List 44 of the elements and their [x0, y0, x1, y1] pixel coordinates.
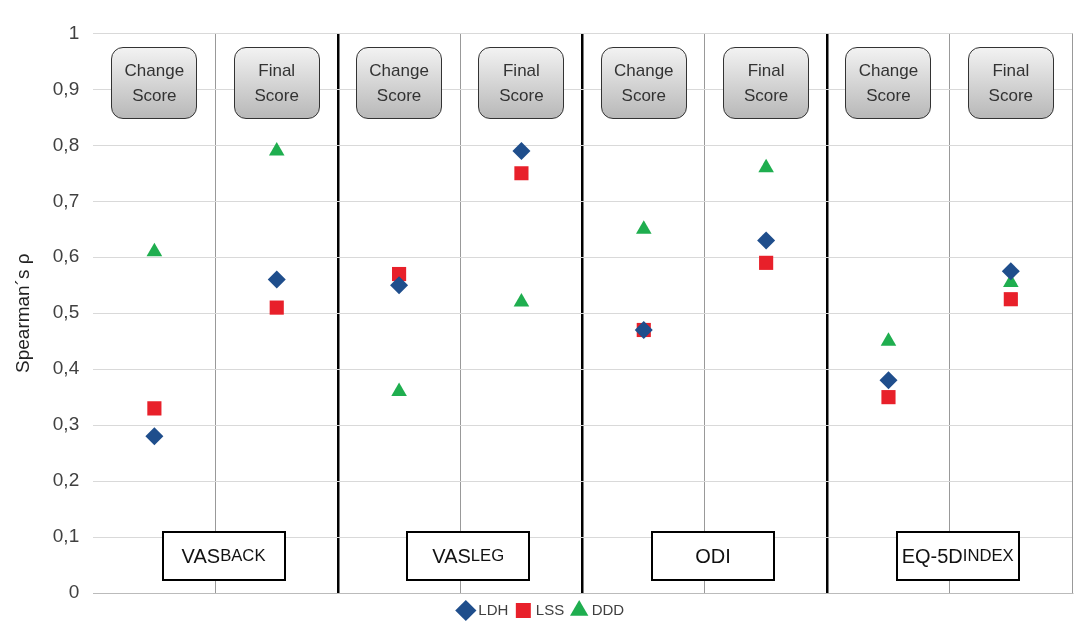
y-tick-label: 0,9 — [52, 77, 80, 99]
label-frame: ODI — [650, 531, 775, 581]
point — [759, 255, 774, 270]
legend-label: DDD — [591, 600, 625, 618]
point — [757, 231, 776, 250]
rounded-label-frame: Final Score — [478, 47, 565, 120]
y-tick-label: 0,1 — [52, 525, 80, 547]
legend-label: LDH — [478, 600, 509, 618]
rounded-label-frame: Change Score — [845, 47, 932, 120]
y-tick-label: 0,6 — [52, 245, 80, 267]
point — [390, 276, 409, 295]
point — [635, 220, 652, 234]
y-tick-label: 0,2 — [52, 469, 80, 491]
y-tick-label: 0,4 — [52, 357, 80, 379]
legend-label: LSS — [535, 600, 565, 618]
rounded-label-frame: Final Score — [233, 47, 320, 120]
point — [880, 332, 897, 346]
point — [267, 270, 286, 289]
rounded-label-frame: Final Score — [967, 47, 1054, 120]
point — [514, 166, 529, 181]
point — [1001, 262, 1020, 281]
rounded-label-frame: Change Score — [356, 47, 443, 120]
point — [512, 141, 531, 160]
point — [147, 401, 162, 416]
y-tick-label: 0,7 — [52, 189, 80, 211]
point — [146, 242, 163, 257]
point — [513, 293, 530, 307]
point — [881, 390, 896, 405]
y-axis-title: Spearman´s ρ — [11, 253, 33, 373]
y-tick-label: 0 — [68, 581, 80, 603]
point — [879, 371, 898, 390]
point — [268, 141, 285, 156]
rounded-label-frame: Change Score — [600, 47, 687, 120]
rounded-label-frame: Change Score — [111, 47, 198, 120]
point — [269, 300, 284, 315]
y-tick-label: 0,3 — [52, 413, 80, 435]
y-tick-label: 1 — [68, 21, 80, 43]
point — [1003, 292, 1018, 307]
point — [145, 427, 164, 446]
point — [391, 382, 407, 397]
point — [758, 158, 774, 173]
y-tick-label: 0,8 — [52, 133, 80, 155]
y-tick-label: 0,5 — [52, 301, 80, 323]
rounded-label-frame: Final Score — [723, 47, 810, 120]
